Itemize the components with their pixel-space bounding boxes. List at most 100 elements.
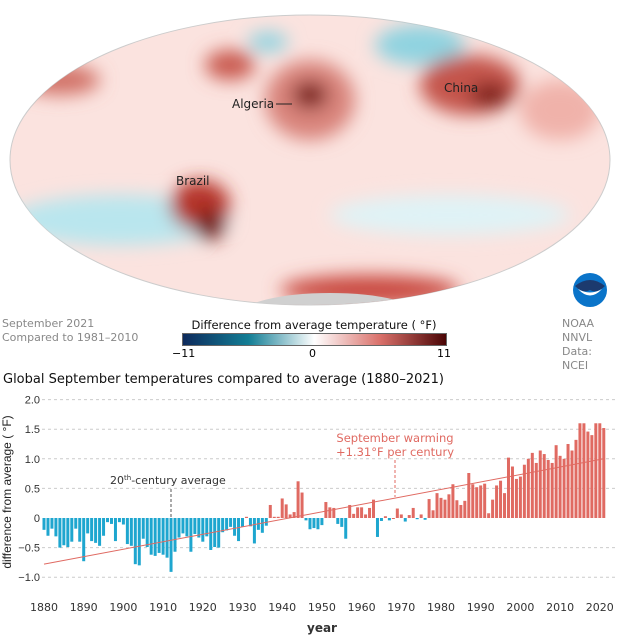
bar-1912 (169, 518, 173, 572)
bar-1954 (336, 518, 340, 524)
y-tick-label: 0 (34, 513, 40, 525)
bar-2007 (546, 459, 550, 518)
bar-1943 (292, 512, 296, 518)
x-tick-label: 1910 (149, 601, 177, 614)
bar-1980 (439, 497, 443, 518)
credit-data: Data: NCEI (562, 345, 592, 372)
bar-1946 (304, 518, 308, 521)
bar-2015 (578, 423, 582, 518)
map-caption: September 2021 Compared to 1981–2010 (2, 317, 138, 345)
bar-1961 (364, 514, 368, 518)
x-tick-label: 1970 (387, 601, 415, 614)
caption-date: September 2021 (2, 317, 95, 330)
bar-2016 (582, 423, 586, 518)
bar-2001 (522, 464, 526, 518)
bar-2017 (586, 431, 590, 518)
bar-2010 (558, 455, 562, 518)
bar-1897 (109, 518, 113, 524)
bar-1885 (62, 518, 66, 546)
y-tick-label: −1.0 (18, 572, 40, 584)
bar-2021 (602, 428, 606, 518)
bar-1978 (431, 510, 435, 518)
bar-1918 (193, 518, 197, 534)
chart-title: Global September temperatures compared t… (3, 372, 444, 387)
bar-1944 (296, 481, 300, 518)
bar-2012 (566, 444, 570, 518)
bar-1932 (248, 518, 252, 527)
x-tick-label: 1990 (467, 601, 495, 614)
bar-1937 (268, 504, 272, 518)
bar-1967 (387, 518, 391, 521)
bar-1890 (82, 518, 86, 562)
bar-1914 (177, 518, 181, 538)
bar-1963 (372, 499, 376, 518)
bar-2011 (562, 458, 566, 518)
bar-1964 (375, 518, 379, 537)
bar-2020 (598, 423, 602, 518)
bar-1910 (161, 518, 165, 555)
baseline-label-prefix: 20 (110, 474, 124, 487)
x-tick-label: 1960 (348, 601, 376, 614)
bar-1983 (451, 484, 455, 518)
caption-baseline: Compared to 1981–2010 (2, 331, 139, 344)
trend-annotation-line2: +1.31°F per century (336, 445, 454, 459)
bar-2003 (530, 452, 534, 518)
bar-1916 (185, 518, 189, 537)
bar-2009 (554, 445, 558, 518)
bar-1982 (447, 494, 451, 518)
bar-1945 (300, 492, 304, 518)
bar-1970 (399, 514, 403, 518)
bar-1995 (499, 480, 503, 518)
bar-1920 (201, 518, 205, 542)
bar-1971 (403, 518, 407, 522)
x-tick-label: 1980 (427, 601, 455, 614)
y-tick-label: 2.0 (25, 395, 40, 407)
x-tick-label: 1940 (268, 601, 296, 614)
bar-1941 (284, 504, 288, 518)
x-tick-label: 2020 (586, 601, 614, 614)
bar-1989 (475, 487, 479, 518)
bar-1933 (252, 518, 256, 544)
x-tick-label: 1880 (30, 601, 58, 614)
bar-2008 (550, 462, 554, 518)
bar-1987 (467, 473, 471, 518)
bar-1960 (360, 507, 364, 518)
bar-1979 (435, 493, 439, 518)
bar-1974 (415, 518, 419, 520)
bar-1955 (340, 518, 344, 527)
bar-1973 (411, 507, 415, 518)
bar-1976 (423, 518, 427, 520)
bar-1902 (129, 518, 133, 546)
bar-1935 (260, 518, 264, 533)
x-tick-label: 1900 (109, 601, 137, 614)
bar-1881 (46, 518, 50, 536)
bar-1939 (276, 516, 280, 518)
bar-1911 (165, 518, 169, 558)
bar-1969 (395, 508, 399, 518)
bar-1904 (137, 518, 141, 566)
bar-1905 (141, 518, 145, 539)
x-tick-label: 1890 (70, 601, 98, 614)
bar-1952 (328, 507, 332, 518)
x-tick-label: 1950 (308, 601, 336, 614)
bar-2018 (590, 435, 594, 518)
bar-1988 (471, 484, 475, 518)
y-tick-label: −0.5 (18, 543, 40, 555)
bar-1977 (427, 499, 431, 518)
credit-source: NOAA NNVL (562, 317, 595, 344)
bar-1975 (419, 514, 423, 518)
bar-1992 (487, 513, 491, 518)
legend-max: 11 (437, 347, 451, 360)
bar-1888 (74, 518, 78, 529)
map-label-china: China (444, 81, 479, 95)
baseline-annotation: 20th-century average (110, 474, 226, 487)
bar-1882 (50, 518, 54, 529)
y-tick-label: 1.5 (25, 424, 40, 436)
bar-2005 (538, 450, 542, 518)
x-tick-label: 2010 (546, 601, 574, 614)
y-axis-label: difference from average ( °F) (0, 415, 14, 568)
bar-1996 (503, 493, 507, 518)
bar-1959 (356, 507, 360, 518)
bar-1925 (221, 518, 225, 533)
